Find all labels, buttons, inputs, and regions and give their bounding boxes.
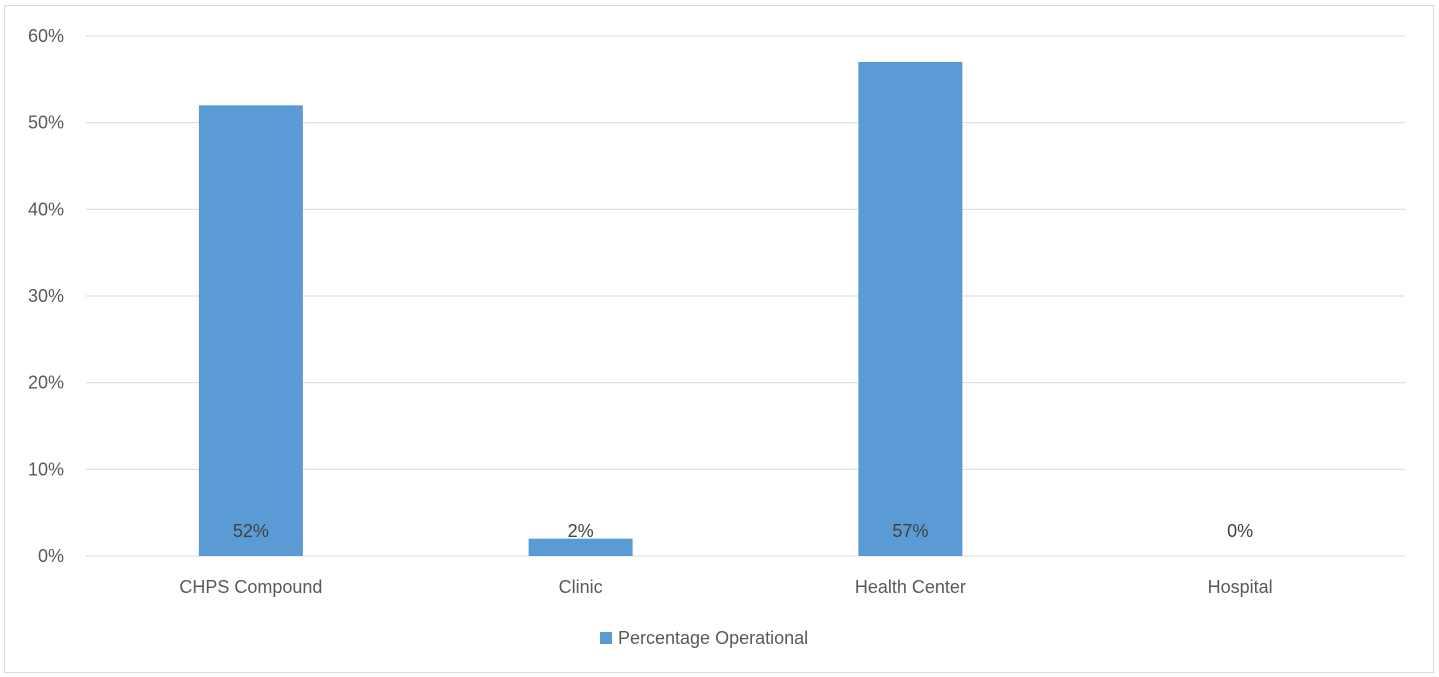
bar [198,105,303,556]
data-label: 0% [1227,521,1253,541]
y-tick-label: 30% [28,286,64,306]
y-tick-label: 20% [28,373,64,393]
category-label: Health Center [855,577,966,597]
y-tick-label: 60% [28,26,64,46]
category-label: Clinic [559,577,603,597]
y-tick-label: 0% [38,546,64,566]
data-label: 57% [892,521,928,541]
y-tick-label: 10% [28,459,64,479]
legend-swatch [600,632,612,644]
category-label: Hospital [1208,577,1273,597]
category-label: CHPS Compound [179,577,322,597]
legend-label: Percentage Operational [618,628,808,648]
data-label: 52% [233,521,269,541]
data-label: 2% [568,521,594,541]
y-tick-label: 50% [28,113,64,133]
bar [528,538,633,556]
bar [858,62,963,556]
y-tick-label: 40% [28,199,64,219]
